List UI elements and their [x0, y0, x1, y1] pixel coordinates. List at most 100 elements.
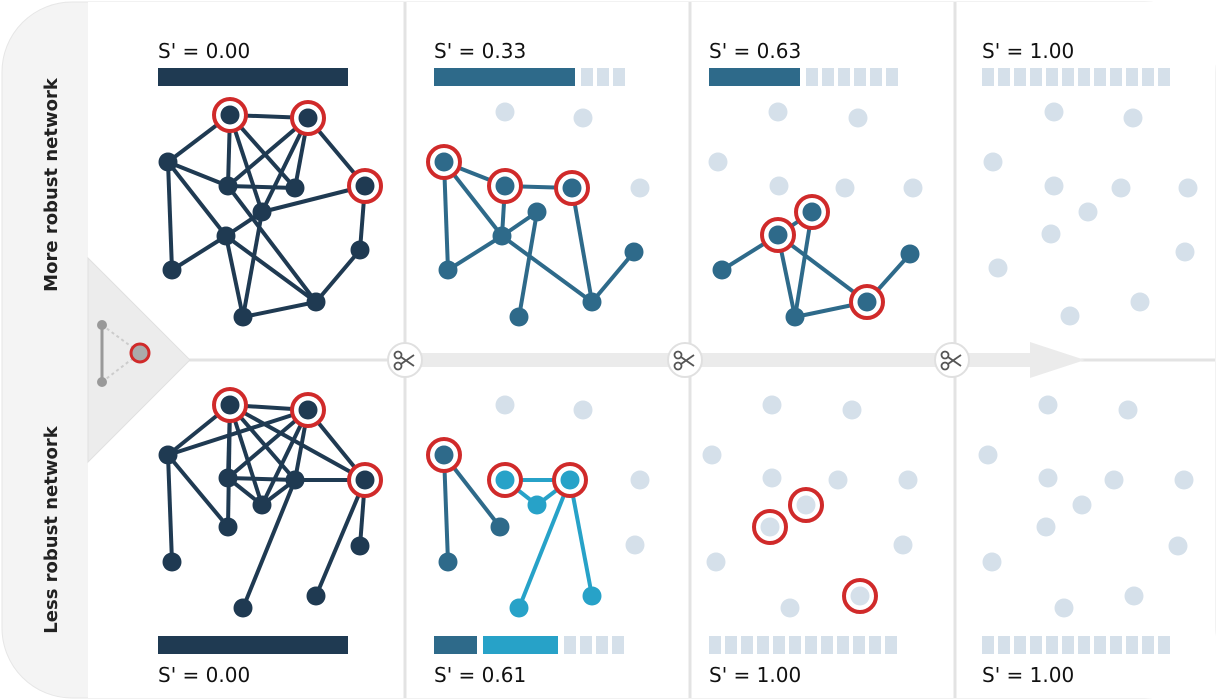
edge	[446, 234, 504, 272]
edge	[314, 248, 362, 304]
node	[762, 395, 782, 415]
scissors-blade	[947, 356, 962, 367]
bar-block	[564, 636, 576, 654]
edge	[227, 184, 296, 190]
bar-fill	[709, 68, 800, 86]
edge	[224, 235, 245, 318]
node	[298, 400, 318, 420]
bar-block	[838, 68, 850, 86]
scissors-handle	[940, 350, 950, 360]
node	[706, 552, 726, 572]
scissors-handle	[393, 350, 403, 360]
bar-block	[1014, 68, 1026, 86]
bar-block	[1142, 636, 1154, 654]
node	[768, 102, 788, 122]
node	[527, 495, 547, 515]
node	[1038, 395, 1058, 415]
bar-block	[1126, 636, 1138, 654]
edge	[224, 234, 318, 304]
edge	[590, 250, 636, 304]
node	[702, 445, 722, 465]
node	[1124, 586, 1144, 606]
node	[850, 586, 870, 606]
bar-block	[806, 68, 818, 86]
node	[785, 307, 805, 327]
bar-fill	[158, 68, 348, 86]
edge	[776, 233, 869, 304]
node	[509, 307, 529, 327]
node	[796, 495, 816, 515]
node	[1123, 108, 1143, 128]
node	[1178, 178, 1198, 198]
bar-block	[1046, 636, 1058, 654]
node	[988, 258, 1008, 278]
node	[760, 517, 780, 537]
node	[1111, 178, 1131, 198]
node	[495, 102, 515, 122]
node	[495, 395, 515, 415]
edge	[500, 234, 594, 304]
node	[625, 535, 645, 555]
bar-block	[837, 636, 849, 654]
node	[835, 178, 855, 198]
edge	[226, 404, 232, 528]
bar-block	[1046, 68, 1058, 86]
network	[426, 102, 650, 327]
node	[1104, 470, 1124, 490]
bar-block	[1078, 68, 1090, 86]
bar-block	[1110, 636, 1122, 654]
node	[252, 202, 272, 222]
edge	[166, 161, 174, 271]
node	[434, 152, 454, 172]
node	[857, 292, 877, 312]
node	[573, 108, 593, 128]
scissors-blade	[400, 354, 415, 365]
node	[495, 176, 515, 196]
node	[1168, 536, 1188, 556]
edge	[241, 479, 297, 609]
robustness-label: S' = 0.33	[434, 39, 526, 63]
scissors-blade	[680, 354, 695, 365]
node	[1174, 470, 1194, 490]
node	[438, 260, 458, 280]
edge	[517, 479, 572, 609]
bar-block	[854, 68, 866, 86]
edge	[570, 187, 594, 303]
node	[560, 470, 580, 490]
bar-block	[1030, 68, 1042, 86]
node	[158, 445, 178, 465]
bar-block	[1062, 68, 1074, 86]
bar-block	[1094, 636, 1106, 654]
bar-block	[596, 636, 608, 654]
bar-block	[869, 636, 881, 654]
row-label: Less robust network	[41, 425, 62, 633]
node	[780, 598, 800, 618]
bar-block	[757, 636, 769, 654]
node	[712, 260, 732, 280]
edge	[568, 479, 594, 597]
edge	[442, 161, 450, 271]
robustness-label: S' = 0.00	[158, 663, 250, 687]
node	[630, 470, 650, 490]
row-label: More robust network	[41, 77, 62, 292]
node	[802, 202, 822, 222]
bar-block	[1126, 68, 1138, 86]
bar-block	[821, 636, 833, 654]
bar-block	[870, 68, 882, 86]
robustness-label: S' = 0.00	[158, 39, 250, 63]
node	[285, 178, 305, 198]
bar-block	[886, 68, 898, 86]
edge	[229, 403, 366, 482]
bar-block	[1030, 636, 1042, 654]
network	[702, 395, 918, 618]
bar-block	[1078, 636, 1090, 654]
node	[900, 244, 920, 264]
bar-block	[1158, 636, 1170, 654]
node	[1044, 102, 1064, 122]
network	[978, 395, 1194, 618]
robustness-label: S' = 1.00	[709, 663, 801, 687]
node	[903, 178, 923, 198]
node	[298, 108, 318, 128]
scissors-handle	[673, 350, 683, 360]
bar-block	[741, 636, 753, 654]
